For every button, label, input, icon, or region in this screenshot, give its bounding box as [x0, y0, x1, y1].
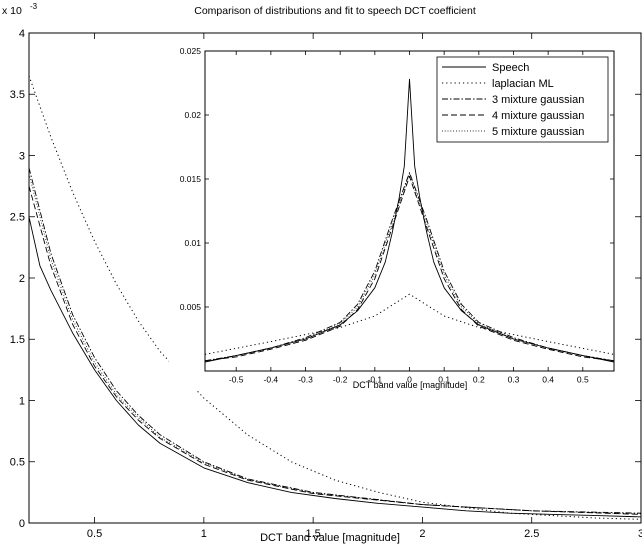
x-tick-label: 2.5 — [524, 528, 539, 540]
y-tick-label: 0.015 — [180, 174, 202, 184]
y-exponent-label: x 10 — [2, 5, 22, 17]
series-line-5-mixture-gaussian — [204, 173, 615, 362]
x-tick-label: -0.3 — [298, 375, 313, 385]
legend: Speech laplacian ML 3 mixture gaussian 4 mi… — [436, 56, 609, 143]
y-tick-label: 3 — [19, 150, 25, 162]
x-tick-label: 0.2 — [473, 375, 485, 385]
y-tick-label: 4 — [19, 28, 25, 40]
x-tick-label: 0.1 — [438, 375, 450, 385]
y-exponent-value: -3 — [30, 2, 38, 11]
main-y-ticks: 0 0.5 1 1.5 2 2.5 3 3.5 4 — [10, 28, 641, 530]
x-tick-label: 0 — [407, 375, 412, 385]
y-tick-label: 0.5 — [10, 457, 25, 469]
y-tick-label: 0.005 — [180, 302, 202, 312]
series-line-laplacian-ml — [28, 75, 642, 520]
legend-label: Speech — [492, 62, 529, 74]
y-tick-label: 3.5 — [10, 89, 25, 101]
main-x-axis-label: DCT band value [magnitude] — [260, 532, 400, 544]
inset-x-axis-label: DCT band value [magnitude] — [353, 380, 467, 390]
y-tick-label: 2.5 — [10, 212, 25, 224]
inset-x-ticks: -0.5 -0.4 -0.3 -0.2 -0.1 0 0.1 0.2 0.3 0.4 0.5 — [229, 51, 589, 385]
x-tick-label: -0.4 — [264, 375, 279, 385]
x-tick-label: 3 — [638, 528, 642, 540]
y-tick-label: 0.025 — [180, 46, 202, 56]
y-tick-label: 0.01 — [184, 238, 201, 248]
series-line-3-mixture-gaussian — [204, 172, 615, 362]
legend-label: 5 mixture gaussian — [492, 126, 584, 138]
y-tick-label: 1.5 — [10, 334, 25, 346]
inset-y-ticks: 0.005 0.01 0.015 0.02 0.025 — [180, 46, 614, 312]
x-tick-label: -0.2 — [333, 375, 348, 385]
y-tick-label: 1 — [19, 395, 25, 407]
y-tick-label: 2 — [19, 273, 25, 285]
x-tick-label: 1 — [201, 528, 207, 540]
x-tick-label: -0.5 — [229, 375, 244, 385]
x-tick-label: 0.4 — [542, 375, 554, 385]
legend-label: 3 mixture gaussian — [492, 94, 584, 106]
x-tick-label: 0.5 — [577, 375, 589, 385]
series-line-4-mixture-gaussian — [204, 175, 615, 362]
main-x-ticks: 0.5 1 1.5 2 2.5 3 — [87, 33, 642, 540]
inset-series — [204, 78, 615, 363]
series-line-speech — [28, 216, 642, 518]
legend-label: 4 mixture gaussian — [492, 110, 584, 122]
legend-label: laplacian ML — [492, 78, 554, 90]
series-line-5-mixture-gaussian — [28, 173, 642, 515]
legend-box — [436, 56, 609, 143]
series-line-laplacian-ml — [204, 293, 615, 355]
chart-title: Comparison of distributions and fit to s… — [194, 5, 476, 17]
x-tick-label: 1.5 — [305, 528, 320, 540]
x-tick-label: 2 — [419, 528, 425, 540]
y-tick-label: 0.02 — [184, 110, 201, 120]
series-line-4-mixture-gaussian — [28, 185, 642, 515]
x-tick-label: 0.3 — [508, 375, 520, 385]
x-tick-label: 0.5 — [87, 528, 102, 540]
y-tick-label: 0 — [19, 518, 25, 530]
x-tick-label: -0.1 — [368, 375, 383, 385]
main-series — [28, 75, 642, 520]
inset-plot: 0.005 0.01 0.015 0.02 0.025 -0.5 -0.4 -0.3 -0.2… — [169, 40, 621, 390]
